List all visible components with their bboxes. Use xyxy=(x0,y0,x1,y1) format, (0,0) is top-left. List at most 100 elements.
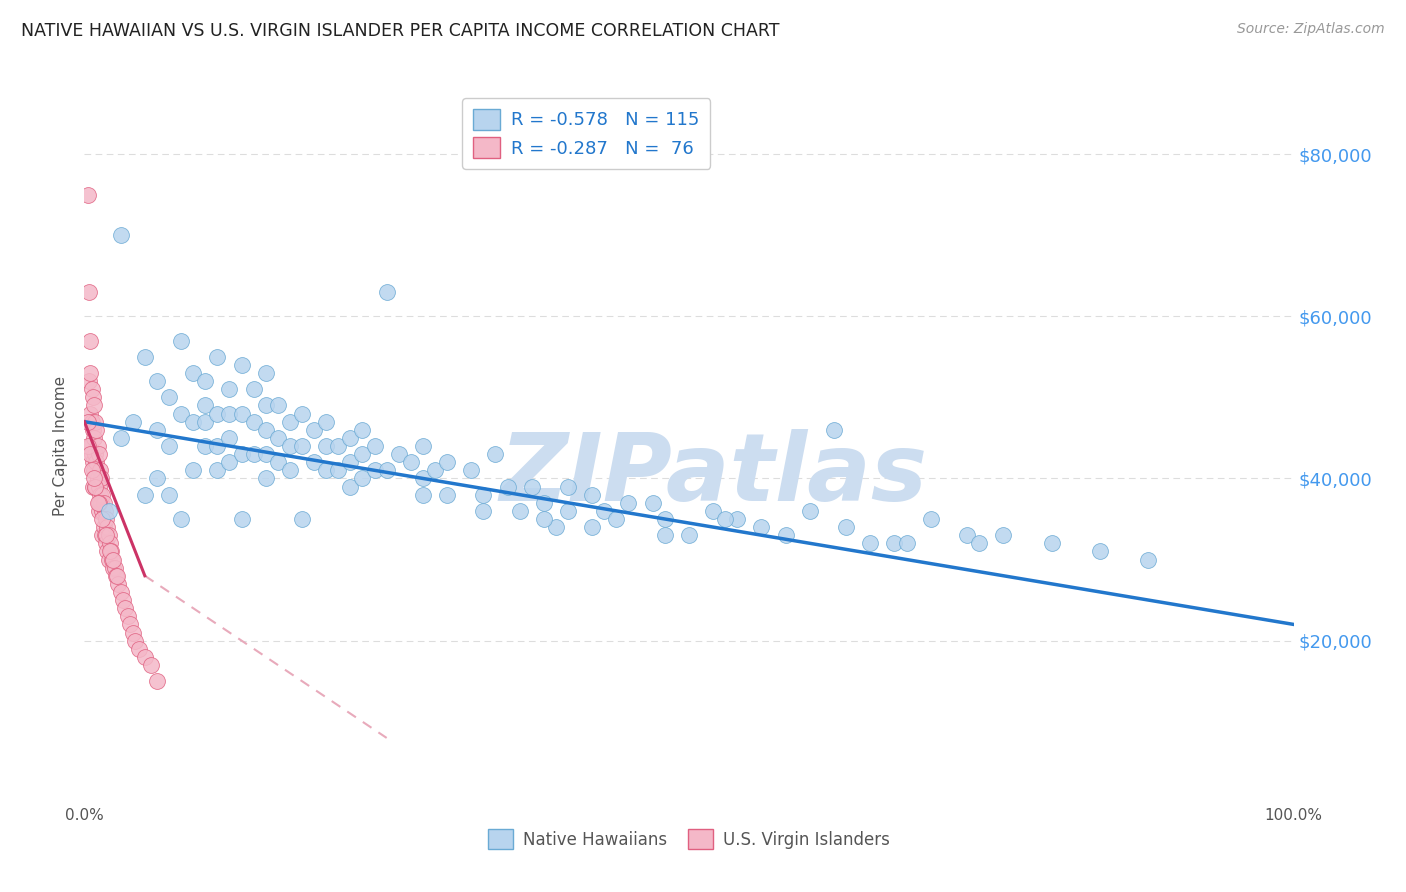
Point xyxy=(254,423,277,437)
Text: Source: ZipAtlas.com: Source: ZipAtlas.com xyxy=(1237,22,1385,37)
Point xyxy=(90,471,112,485)
Point xyxy=(702,504,724,518)
Point xyxy=(472,488,495,502)
Point xyxy=(557,479,579,493)
Point xyxy=(472,504,495,518)
Point xyxy=(104,568,127,582)
Point xyxy=(91,488,114,502)
Point xyxy=(87,447,110,461)
Point xyxy=(641,496,664,510)
Point xyxy=(114,601,136,615)
Point xyxy=(80,447,103,461)
Point xyxy=(315,439,337,453)
Point xyxy=(103,560,125,574)
Point xyxy=(94,504,117,518)
Point xyxy=(87,496,110,510)
Point xyxy=(231,447,253,461)
Point xyxy=(100,544,122,558)
Point xyxy=(207,463,229,477)
Point xyxy=(86,471,108,485)
Point xyxy=(775,528,797,542)
Point xyxy=(654,512,676,526)
Point xyxy=(83,399,105,413)
Point xyxy=(207,350,229,364)
Point xyxy=(267,399,290,413)
Point xyxy=(328,463,350,477)
Point xyxy=(520,479,543,493)
Point xyxy=(363,439,385,453)
Point xyxy=(91,528,114,542)
Point xyxy=(218,431,240,445)
Point xyxy=(91,512,114,526)
Point xyxy=(412,488,434,502)
Point xyxy=(93,520,115,534)
Point xyxy=(86,455,108,469)
Point xyxy=(98,536,121,550)
Point xyxy=(254,399,277,413)
Point xyxy=(823,423,845,437)
Point xyxy=(101,552,124,566)
Point xyxy=(533,496,555,510)
Point xyxy=(146,423,169,437)
Point xyxy=(218,455,240,469)
Point xyxy=(896,536,918,550)
Point xyxy=(242,447,264,461)
Point xyxy=(79,334,101,348)
Point xyxy=(181,463,204,477)
Point xyxy=(94,528,117,542)
Point xyxy=(79,439,101,453)
Point xyxy=(194,374,217,388)
Point xyxy=(82,479,104,493)
Point xyxy=(412,471,434,485)
Point xyxy=(339,455,361,469)
Point xyxy=(1040,536,1063,550)
Point xyxy=(278,439,301,453)
Point xyxy=(84,447,107,461)
Point xyxy=(83,463,105,477)
Point xyxy=(375,285,398,299)
Point xyxy=(533,512,555,526)
Point xyxy=(254,366,277,380)
Point xyxy=(339,479,361,493)
Point xyxy=(86,423,108,437)
Point xyxy=(557,504,579,518)
Point xyxy=(91,504,114,518)
Point xyxy=(103,552,125,566)
Text: ZIPatlas: ZIPatlas xyxy=(499,428,927,521)
Point xyxy=(751,520,773,534)
Point xyxy=(302,423,325,437)
Point xyxy=(134,488,156,502)
Point xyxy=(496,479,519,493)
Point xyxy=(110,431,132,445)
Point xyxy=(77,374,100,388)
Point xyxy=(352,471,374,485)
Point xyxy=(581,488,603,502)
Point xyxy=(170,334,193,348)
Point xyxy=(157,439,180,453)
Point xyxy=(84,479,107,493)
Point xyxy=(267,455,290,469)
Point xyxy=(254,447,277,461)
Y-axis label: Per Capita Income: Per Capita Income xyxy=(53,376,69,516)
Point xyxy=(617,496,640,510)
Point xyxy=(291,407,314,421)
Point xyxy=(956,528,979,542)
Point xyxy=(139,657,162,672)
Point xyxy=(218,407,240,421)
Point xyxy=(84,415,107,429)
Point xyxy=(484,447,506,461)
Point xyxy=(82,423,104,437)
Point xyxy=(194,415,217,429)
Point xyxy=(121,415,143,429)
Point xyxy=(86,439,108,453)
Point xyxy=(112,593,135,607)
Point xyxy=(105,568,128,582)
Point xyxy=(302,455,325,469)
Text: NATIVE HAWAIIAN VS U.S. VIRGIN ISLANDER PER CAPITA INCOME CORRELATION CHART: NATIVE HAWAIIAN VS U.S. VIRGIN ISLANDER … xyxy=(21,22,779,40)
Point xyxy=(1088,544,1111,558)
Point xyxy=(110,585,132,599)
Point xyxy=(267,431,290,445)
Point xyxy=(1137,552,1160,566)
Point xyxy=(352,447,374,461)
Point xyxy=(134,350,156,364)
